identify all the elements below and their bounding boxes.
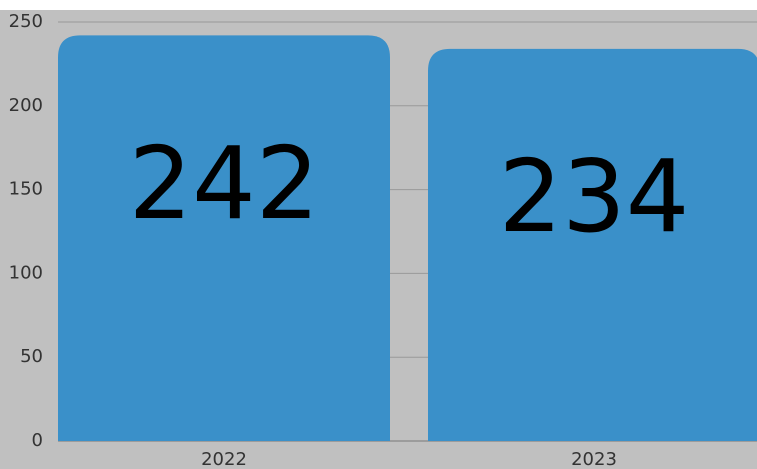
x-tick-label: 2023: [571, 449, 617, 469]
data-label: 234: [499, 138, 690, 255]
y-tick-label: 0: [32, 430, 43, 451]
y-tick-label: 200: [9, 95, 43, 116]
data-label: 242: [129, 125, 320, 242]
y-tick-label: 100: [9, 262, 43, 283]
y-tick-label: 150: [9, 179, 43, 200]
x-tick-label: 2022: [201, 449, 247, 469]
y-tick-label: 50: [20, 346, 43, 367]
y-tick-label: 250: [9, 11, 43, 32]
bar: [58, 35, 390, 442]
bar: [428, 48, 757, 441]
